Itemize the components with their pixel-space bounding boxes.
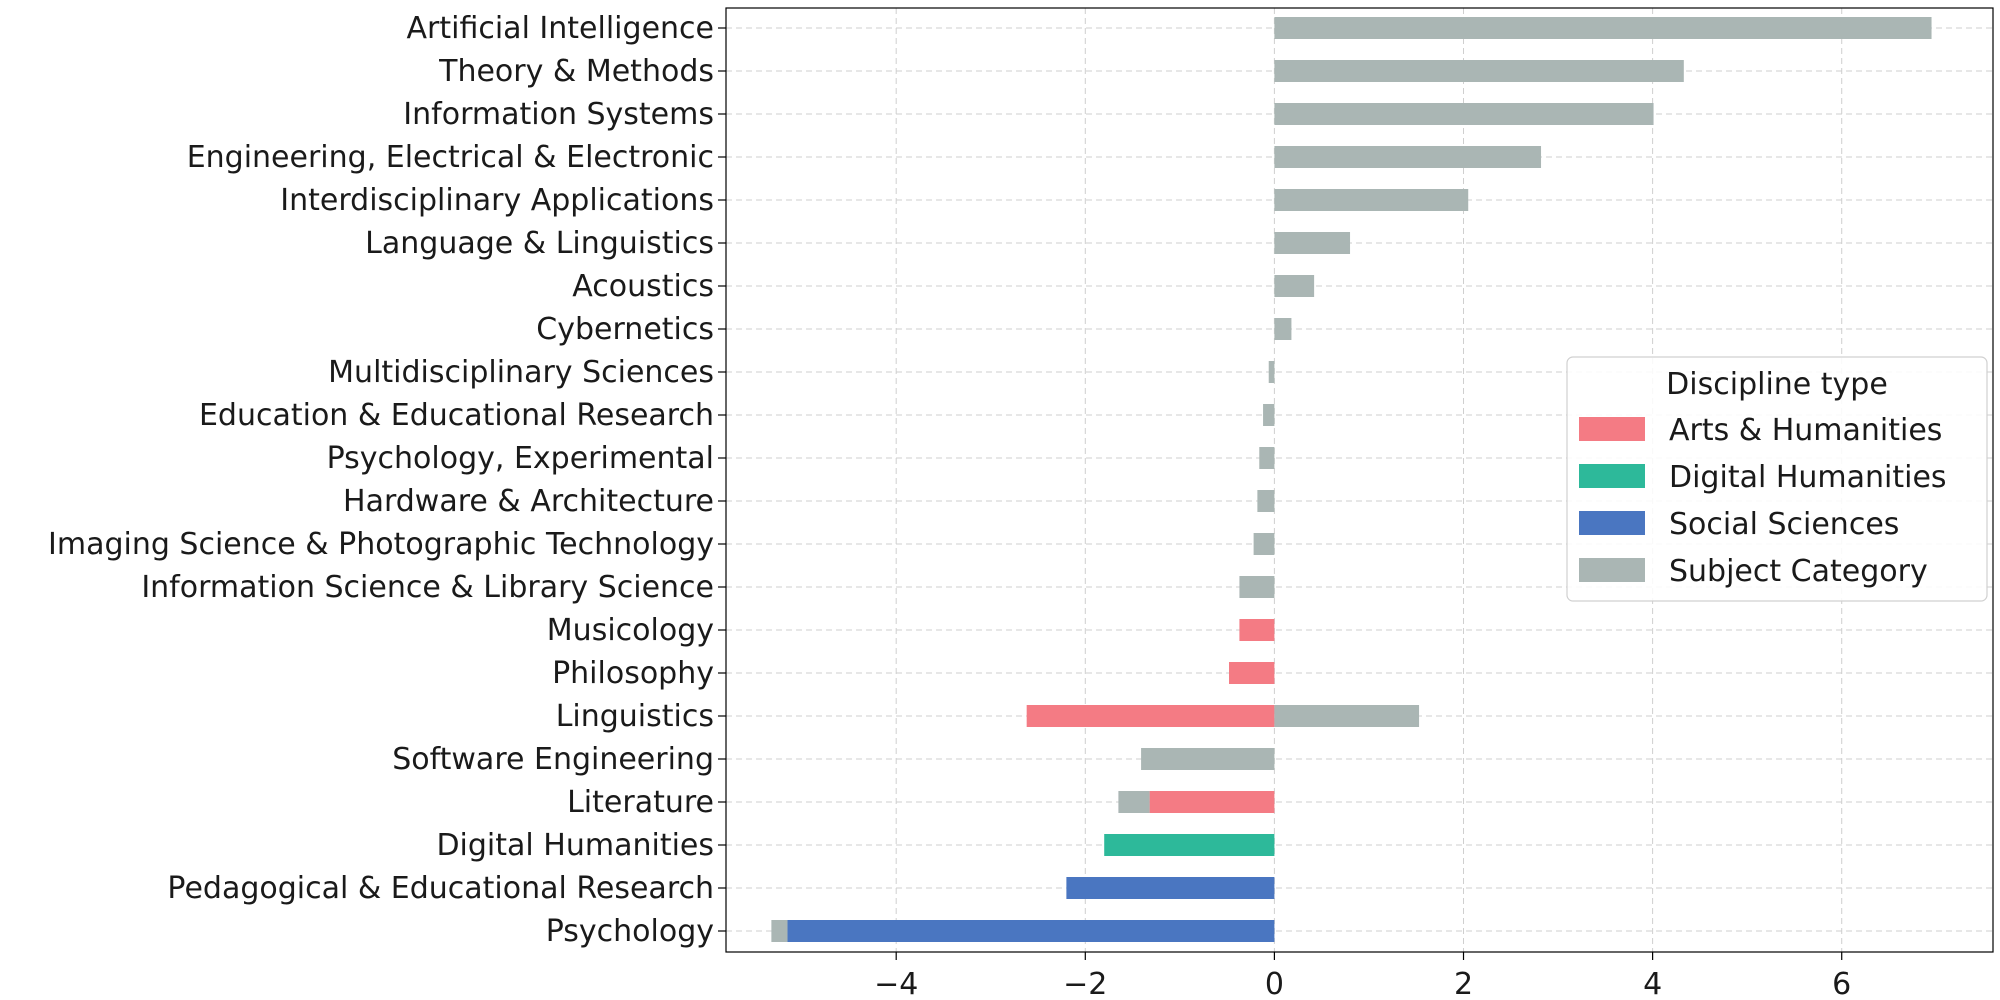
bar (1263, 404, 1275, 426)
y-tick-label: Cybernetics (536, 312, 714, 347)
bar (1259, 447, 1275, 469)
bar (1066, 877, 1275, 899)
bar (1274, 275, 1315, 297)
bar (1274, 60, 1684, 82)
y-tick-label: Interdisciplinary Applications (280, 183, 714, 218)
bar (1104, 834, 1275, 856)
y-tick-label: Language & Linguistics (365, 226, 714, 261)
y-tick-label: Literature (567, 785, 714, 820)
x-tick-label: 0 (1265, 967, 1284, 1000)
y-tick-label: Information Science & Library Science (141, 570, 714, 605)
y-tick-label: Engineering, Electrical & Electronic (187, 140, 714, 175)
y-tick-label: Psychology (546, 914, 714, 949)
y-tick-label: Multidisciplinary Sciences (328, 355, 714, 390)
y-tick-label: Psychology, Experimental (327, 441, 714, 476)
legend-label: Social Sciences (1669, 507, 1899, 542)
x-tick-label: 6 (1832, 967, 1851, 1000)
y-tick-label: Imaging Science & Photographic Technolog… (48, 527, 714, 562)
y-tick-label: Theory & Methods (438, 54, 714, 89)
y-tick-label: Information Systems (403, 97, 714, 132)
y-tick-label: Software Engineering (392, 742, 714, 777)
x-tick-label: −4 (874, 967, 918, 1000)
legend-swatch (1579, 417, 1645, 441)
legend-label: Arts & Humanities (1669, 413, 1942, 448)
y-tick-labels: Artificial Intelligence Theory & Methods I… (48, 11, 726, 949)
legend-title: Discipline type (1666, 367, 1888, 402)
y-tick-label: Pedagogical & Educational Research (167, 871, 714, 906)
bar (1239, 576, 1275, 598)
x-tick-labels: −4 −2 0 2 4 6 (874, 952, 1851, 1000)
y-tick-label: Hardware & Architecture (343, 484, 714, 519)
y-tick-label: Digital Humanities (436, 828, 714, 863)
bar (1253, 533, 1275, 555)
legend-label: Digital Humanities (1669, 460, 1947, 495)
y-tick-label: Education & Educational Research (199, 398, 714, 433)
bar (1149, 791, 1275, 813)
y-tick-label: Artificial Intelligence (407, 11, 715, 46)
legend-box (1566, 356, 1988, 602)
legend-entries: Arts & Humanities Digital Humanities Socia… (1579, 413, 1947, 589)
bar (1274, 318, 1292, 340)
bar (1274, 189, 1469, 211)
legend-swatch (1579, 464, 1645, 488)
bar (1274, 146, 1542, 168)
y-tick-label: Musicology (547, 613, 714, 648)
bar (1268, 361, 1275, 383)
bars-layer (771, 17, 1932, 942)
bar (771, 920, 788, 942)
bar (1274, 103, 1654, 125)
legend-swatch (1579, 511, 1645, 535)
bar (1274, 17, 1932, 39)
bar (1229, 662, 1275, 684)
plot-frame (725, 7, 1994, 953)
bar (1141, 748, 1275, 770)
y-tick-label: Philosophy (552, 656, 714, 691)
x-tick-label: 2 (1454, 967, 1473, 1000)
bar (787, 920, 1275, 942)
y-tick-label: Linguistics (556, 699, 714, 734)
y-tick-label: Acoustics (572, 269, 714, 304)
bar (1239, 619, 1275, 641)
bar (1257, 490, 1275, 512)
legend-swatch (1579, 558, 1645, 582)
bar (1274, 232, 1351, 254)
legend: Discipline type Arts & Humanities Digital… (1566, 356, 1988, 602)
x-tick-label: 4 (1643, 967, 1662, 1000)
legend-label: Subject Category (1669, 554, 1928, 589)
bar (1274, 705, 1420, 727)
bar (1118, 791, 1150, 813)
bar (1026, 705, 1275, 727)
x-tick-label: −2 (1063, 967, 1107, 1000)
